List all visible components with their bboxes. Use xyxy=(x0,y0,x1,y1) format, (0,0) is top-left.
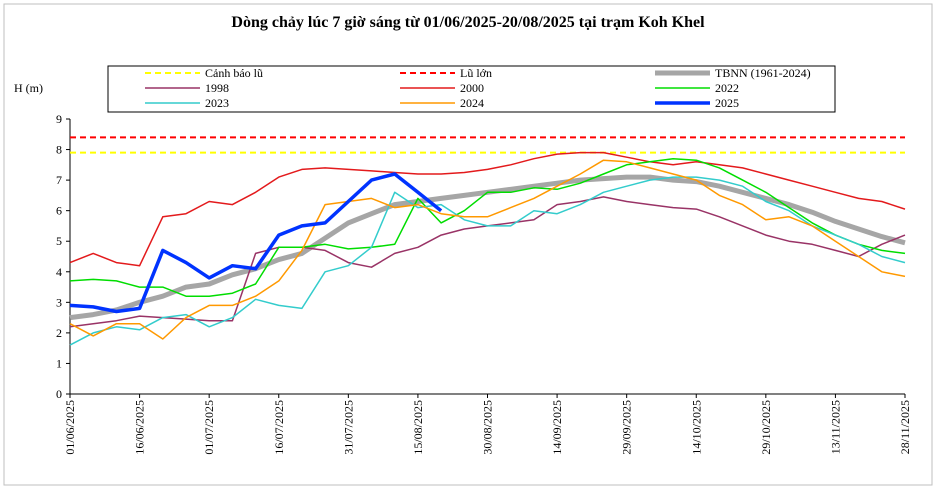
legend-label: Lũ lớn xyxy=(460,66,492,80)
x-tick-label: 16/07/2025 xyxy=(272,400,286,455)
chart-title: Dòng chảy lúc 7 giờ sáng từ 01/06/2025-2… xyxy=(231,14,705,31)
legend-label: 2022 xyxy=(715,81,739,95)
series-line xyxy=(69,151,906,267)
legend-label: Cảnh báo lũ xyxy=(205,66,263,80)
legend-label: 1998 xyxy=(205,81,229,95)
x-tick-label: 15/08/2025 xyxy=(411,400,425,455)
y-tick-label: 7 xyxy=(56,173,62,187)
legend-label: 2025 xyxy=(715,96,739,110)
y-tick-label: 8 xyxy=(56,143,62,157)
y-tick-label: 9 xyxy=(56,112,62,126)
x-tick-label: 28/11/2025 xyxy=(898,400,912,454)
y-tick-label: 1 xyxy=(56,356,62,370)
legend-label: 2024 xyxy=(460,96,484,110)
x-tick-label: 01/07/2025 xyxy=(202,400,216,455)
x-tick-label: 29/10/2025 xyxy=(759,400,773,455)
legend xyxy=(107,65,836,113)
y-tick-label: 5 xyxy=(56,234,62,248)
y-axis-label: H (m) xyxy=(14,81,43,95)
x-tick-label: 14/09/2025 xyxy=(550,400,564,455)
series-line xyxy=(69,172,443,314)
series-line xyxy=(69,157,906,297)
legend-label: 2000 xyxy=(460,81,484,95)
series-line xyxy=(69,159,906,340)
x-tick-label: 13/11/2025 xyxy=(828,400,842,454)
y-tick-label: 6 xyxy=(56,204,62,218)
x-tick-label: 30/08/2025 xyxy=(481,400,495,455)
x-tick-label: 01/06/2025 xyxy=(63,400,77,455)
y-tick-label: 4 xyxy=(56,265,62,279)
x-tick-label: 29/09/2025 xyxy=(620,400,634,455)
y-tick-label: 0 xyxy=(56,387,62,401)
x-tick-label: 14/10/2025 xyxy=(689,400,703,455)
series-line xyxy=(69,176,906,346)
y-tick-label: 3 xyxy=(56,295,62,309)
legend-label: TBNN (1961-2024) xyxy=(715,66,811,80)
legend-label: 2023 xyxy=(205,96,229,110)
x-tick-label: 16/06/2025 xyxy=(133,400,147,455)
y-tick-label: 2 xyxy=(56,326,62,340)
x-tick-label: 31/07/2025 xyxy=(341,400,355,455)
